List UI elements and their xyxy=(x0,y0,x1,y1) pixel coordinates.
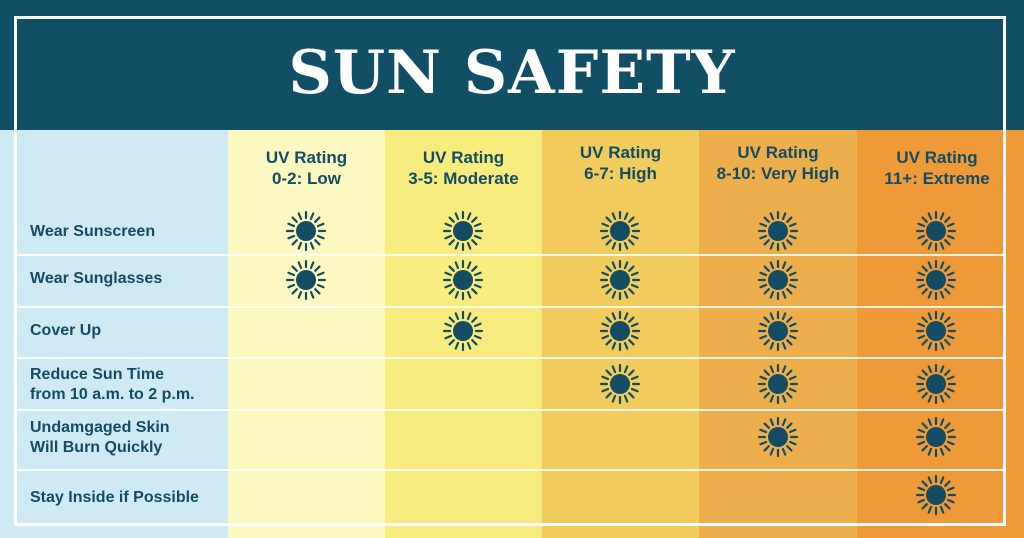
row-label-line1: Wear Sunscreen xyxy=(30,223,156,240)
row-label-skin-burn: Undamgaged Skin Will Burn Quickly xyxy=(30,416,225,460)
sun-icon xyxy=(915,259,957,301)
sun-icon xyxy=(915,310,957,352)
sun-icon xyxy=(599,210,641,252)
column-header-extreme: UV Rating 11+: Extreme xyxy=(857,142,1017,194)
row-divider xyxy=(14,306,1006,308)
column-header-very-high: UV Rating 8-10: Very High xyxy=(699,137,857,189)
row-label-reduce-sun-time: Reduce Sun Time from 10 a.m. to 2 p.m. xyxy=(30,363,225,407)
column-header-line1: UV Rating xyxy=(265,148,348,167)
sun-icon xyxy=(599,310,641,352)
column-header-high: UV Rating 6-7: High xyxy=(542,137,699,189)
row-label-line1: Undamgaged Skin xyxy=(30,419,170,436)
sun-icon xyxy=(915,474,957,516)
sun-icon xyxy=(915,416,957,458)
column-header-low: UV Rating 0-2: Low xyxy=(228,142,385,194)
column-header-line1: UV Rating xyxy=(579,143,662,162)
row-label-line1: Reduce Sun Time xyxy=(30,366,164,383)
row-divider xyxy=(14,469,1006,471)
column-header-line2: 11+: Extreme xyxy=(884,169,990,188)
sun-icon xyxy=(757,259,799,301)
row-label-line2: Will Burn Quickly xyxy=(30,439,163,456)
column-header-line1: UV Rating xyxy=(422,148,505,167)
row-label-line1: Cover Up xyxy=(30,322,102,339)
column-header-moderate: UV Rating 3-5: Moderate xyxy=(385,142,542,194)
row-divider xyxy=(14,409,1006,411)
row-divider xyxy=(14,357,1006,359)
column-header-line2: 6-7: High xyxy=(584,164,657,183)
row-label-line1: Wear Sunglasses xyxy=(30,270,163,287)
row-label-sunglasses: Wear Sunglasses xyxy=(30,259,225,299)
column-header-line1: UV Rating xyxy=(896,148,978,167)
page-title: SUN SAFETY xyxy=(288,38,736,108)
sun-icon xyxy=(757,416,799,458)
sun-icon xyxy=(757,363,799,405)
column-header-line1: UV Rating xyxy=(737,143,819,162)
column-header-line2: 0-2: Low xyxy=(272,169,341,188)
sun-icon xyxy=(442,259,484,301)
sun-icon xyxy=(599,363,641,405)
sun-icon xyxy=(442,210,484,252)
sun-icon xyxy=(915,363,957,405)
row-label-sunscreen: Wear Sunscreen xyxy=(30,212,225,252)
column-header-line2: 3-5: Moderate xyxy=(408,169,519,188)
column-header-line2: 8-10: Very High xyxy=(716,164,840,183)
row-label-line1: Stay Inside if Possible xyxy=(30,489,199,506)
sun-icon xyxy=(599,259,641,301)
row-label-line2: from 10 a.m. to 2 p.m. xyxy=(30,386,195,403)
row-divider xyxy=(14,254,1006,256)
sun-icon xyxy=(285,259,327,301)
sun-icon xyxy=(285,210,327,252)
header-band xyxy=(0,0,1024,130)
sun-icon xyxy=(442,310,484,352)
sun-icon xyxy=(757,210,799,252)
row-label-cover-up: Cover Up xyxy=(30,311,225,351)
sun-icon xyxy=(757,310,799,352)
row-label-stay-inside: Stay Inside if Possible xyxy=(30,478,225,518)
sun-icon xyxy=(915,210,957,252)
